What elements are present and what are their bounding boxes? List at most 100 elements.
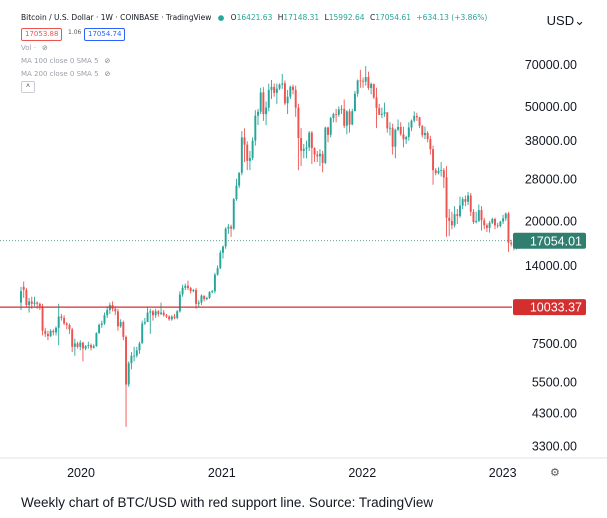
- candle: [65, 322, 68, 330]
- candle: [469, 192, 472, 216]
- candle: [437, 167, 440, 175]
- candle-body: [286, 96, 289, 104]
- ohlc-close-label: C: [369, 13, 376, 22]
- symbol-title[interactable]: Bitcoin / U.S. Dollar · 1W · COINBASE · …: [21, 13, 212, 22]
- candle-body: [469, 195, 472, 212]
- candle-body: [275, 88, 278, 93]
- candle-body: [197, 302, 200, 304]
- indicator-ma100[interactable]: MA 100 close 0 SMA 5 ⊘: [21, 57, 110, 65]
- candle: [189, 286, 192, 294]
- candle: [205, 296, 208, 301]
- candle-body: [407, 127, 410, 138]
- collapse-indicators-button[interactable]: ˄: [21, 81, 35, 93]
- candle-body: [65, 323, 68, 325]
- candle: [510, 239, 513, 247]
- candle: [367, 71, 370, 90]
- candle: [353, 91, 356, 112]
- candle-body: [200, 295, 203, 303]
- candle: [421, 125, 424, 138]
- candle-body: [240, 137, 243, 173]
- candle: [364, 66, 367, 86]
- candle-body: [73, 343, 76, 347]
- candle: [192, 288, 195, 293]
- sell-price-button[interactable]: 17053.88: [21, 28, 63, 41]
- candle: [157, 310, 160, 317]
- candle-body: [353, 93, 356, 112]
- candle-body: [68, 324, 71, 330]
- price-axis[interactable]: 70000.00 50000.00 38000.00 28000.00 20000.00…: [513, 58, 586, 454]
- candle-body: [146, 312, 149, 323]
- candle: [461, 197, 464, 209]
- time-axis[interactable]: 2020 2021 2022 2023: [67, 466, 517, 480]
- candle-body: [300, 138, 303, 151]
- candle: [259, 87, 262, 115]
- candle: [141, 320, 144, 344]
- candle-body: [30, 301, 33, 304]
- candle: [502, 214, 505, 225]
- candle-body: [324, 127, 327, 163]
- indicator-volume[interactable]: Vol · ⊘: [21, 44, 48, 52]
- candle-body: [459, 205, 461, 216]
- candle: [154, 308, 157, 318]
- candle-body: [281, 83, 284, 85]
- candle-body: [273, 86, 276, 93]
- indicator-ma200[interactable]: MA 200 close 0 SMA 5 ⊘: [21, 70, 110, 78]
- candle: [227, 224, 230, 235]
- candle: [257, 108, 259, 126]
- candle: [119, 319, 122, 328]
- candle-body: [133, 355, 136, 357]
- candle: [181, 284, 184, 297]
- candle-body: [267, 89, 270, 108]
- candle-body: [238, 172, 241, 186]
- candle: [146, 307, 149, 323]
- candle: [216, 265, 219, 276]
- settings-gear-icon[interactable]: ⚙: [550, 467, 560, 479]
- candle: [359, 69, 362, 88]
- candle-body: [313, 148, 316, 155]
- candle: [388, 122, 391, 136]
- candle-body: [434, 170, 437, 174]
- candle-body: [388, 127, 391, 129]
- candle: [262, 87, 265, 121]
- candle: [370, 82, 373, 95]
- candle: [106, 306, 109, 318]
- candle-body: [87, 345, 90, 346]
- candle: [133, 346, 136, 362]
- eye-slash-icon[interactable]: ⊘: [104, 70, 111, 78]
- candle: [499, 220, 502, 228]
- support-price-tag[interactable]: 10033.37: [513, 299, 586, 316]
- candle: [162, 310, 165, 317]
- buy-price-button[interactable]: 17054.74: [84, 28, 126, 41]
- ohlc-close-value: 17054.61: [375, 13, 411, 22]
- candle-body: [168, 316, 171, 320]
- candle: [130, 352, 133, 370]
- x-tick-label: 2020: [67, 466, 95, 480]
- candle: [135, 346, 138, 358]
- candle: [394, 128, 397, 159]
- candle: [68, 323, 71, 334]
- candle-body: [289, 86, 292, 97]
- last-price-tag[interactable]: 17054.01: [513, 232, 586, 249]
- candle-body: [178, 294, 181, 312]
- candle: [143, 317, 146, 325]
- candle: [108, 302, 111, 314]
- currency-label: USD: [546, 13, 575, 28]
- candle-body: [464, 199, 467, 202]
- eye-slash-icon[interactable]: ⊘: [104, 57, 111, 65]
- candle: [203, 295, 206, 302]
- candle: [432, 145, 435, 185]
- market-status-dot-icon: ●: [217, 13, 225, 22]
- candle: [380, 107, 383, 119]
- candle-body: [391, 127, 394, 147]
- ohlc-low-value: 15992.64: [328, 13, 365, 22]
- candle: [238, 172, 241, 189]
- currency-selector[interactable]: USD⌄: [547, 13, 585, 29]
- candle: [224, 227, 227, 249]
- eye-slash-icon[interactable]: ⊘: [41, 44, 48, 52]
- candle: [321, 150, 324, 173]
- symbol-header: Bitcoin / U.S. Dollar · 1W · COINBASE · …: [21, 13, 490, 22]
- candle: [149, 308, 152, 334]
- candle: [410, 119, 413, 132]
- candle-body: [475, 220, 478, 223]
